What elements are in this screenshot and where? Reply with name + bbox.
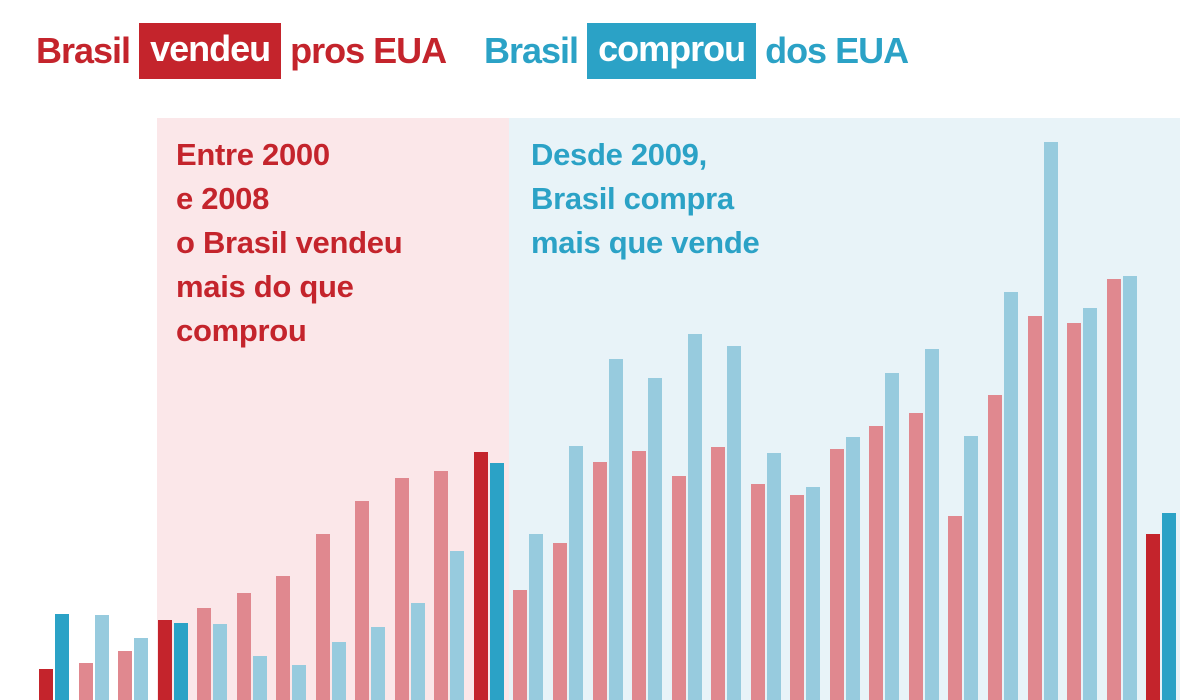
bar-sold-2013: [672, 476, 686, 700]
bar-sold-2006: [395, 478, 409, 700]
bar-bought-2013: [688, 334, 702, 700]
bar-bought-2003: [292, 665, 306, 700]
bar-sold-2008: [474, 452, 488, 700]
bar-sold-2011: [593, 462, 607, 700]
bar-bought-2025: [1162, 513, 1176, 700]
bar-sold-2017: [830, 449, 844, 700]
bar-bought-2016: [806, 487, 820, 700]
bar-sold-2020: [948, 516, 962, 700]
bar-bought-2022: [1044, 142, 1058, 700]
legend-sold-highlight-tag: vendeu: [139, 23, 282, 79]
legend-bought-highlight-tag: comprou: [587, 23, 757, 79]
bar-sold-2014: [711, 447, 725, 700]
bar-bought-1999: [134, 638, 148, 700]
annotation-bought-era: Desde 2009, Brasil compra mais que vende: [531, 137, 760, 260]
bar-bought-2008: [490, 463, 504, 700]
bar-bought-2024: [1123, 276, 1137, 700]
bar-bought-2002: [253, 656, 267, 700]
bar-sold-2002: [237, 593, 251, 700]
bar-sold-2000: [158, 620, 172, 700]
bar-sold-2015: [751, 484, 765, 700]
bar-sold-2001: [197, 608, 211, 700]
bar-bought-1998: [95, 615, 109, 700]
bar-sold-2004: [316, 534, 330, 700]
bar-sold-2019: [909, 413, 923, 700]
bar-bought-2005: [371, 627, 385, 700]
bar-bought-2007: [450, 551, 464, 700]
bar-bought-2009: [529, 534, 543, 700]
bar-sold-2025: [1146, 534, 1160, 700]
bar-bought-2006: [411, 603, 425, 700]
legend-bought: Brasil comprou dos EUA: [484, 23, 909, 79]
bar-bought-2017: [846, 437, 860, 700]
bar-bought-2021: [1004, 292, 1018, 700]
legend-sold-prefix: Brasil: [36, 30, 131, 71]
bar-bought-2011: [609, 359, 623, 700]
bar-bought-2000: [174, 623, 188, 700]
bar-bought-2001: [213, 624, 227, 700]
bar-bought-1997: [55, 614, 69, 700]
bar-sold-2005: [355, 501, 369, 700]
bar-sold-1998: [79, 663, 93, 700]
bar-bought-2012: [648, 378, 662, 700]
bar-sold-1999: [118, 651, 132, 700]
bar-sold-2021: [988, 395, 1002, 700]
bar-sold-2007: [434, 471, 448, 700]
bar-bought-2019: [925, 349, 939, 700]
bar-sold-1997: [39, 669, 53, 700]
bar-bought-2018: [885, 373, 899, 700]
bar-sold-2010: [553, 543, 567, 700]
legend-bought-prefix: Brasil: [484, 30, 579, 71]
bar-sold-2024: [1107, 279, 1121, 700]
bar-sold-2018: [869, 426, 883, 700]
annotation-sold-era: Entre 2000 e 2008 o Brasil vendeu mais d…: [176, 137, 403, 348]
bar-bought-2020: [964, 436, 978, 700]
bar-sold-2016: [790, 495, 804, 700]
bar-sold-2022: [1028, 316, 1042, 700]
bar-sold-2009: [513, 590, 527, 700]
bar-bought-2004: [332, 642, 346, 700]
bar-sold-2012: [632, 451, 646, 700]
legend-sold: Brasil vendeu pros EUA: [36, 23, 447, 79]
bar-bought-2014: [727, 346, 741, 700]
legend-bought-suffix: dos EUA: [765, 30, 909, 71]
legend-sold-suffix: pros EUA: [290, 30, 447, 71]
bar-sold-2003: [276, 576, 290, 700]
bar-bought-2015: [767, 453, 781, 700]
bar-bought-2023: [1083, 308, 1097, 700]
bar-bought-2010: [569, 446, 583, 700]
bar-sold-2023: [1067, 323, 1081, 700]
